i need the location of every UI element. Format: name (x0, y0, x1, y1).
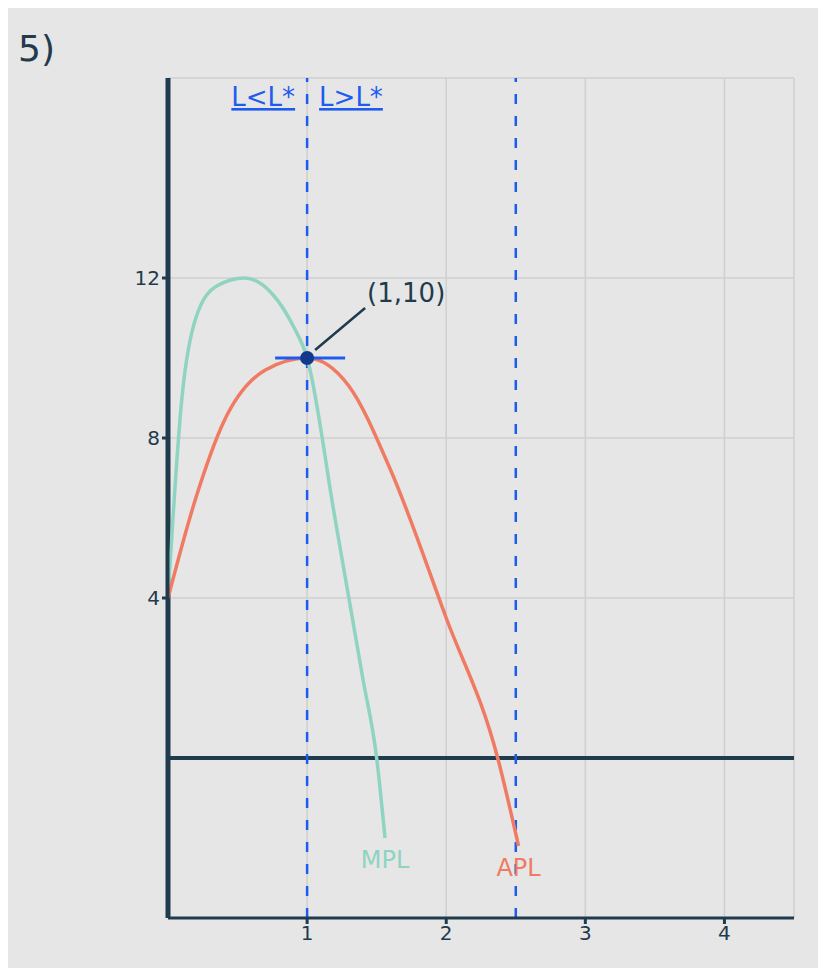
svg-text:3: 3 (579, 921, 592, 945)
svg-text:MPL: MPL (361, 846, 410, 874)
svg-text:(1,10): (1,10) (367, 278, 445, 308)
svg-text:12: 12 (135, 266, 160, 290)
svg-text:2: 2 (440, 921, 453, 945)
svg-text:L<L*: L<L* (231, 82, 295, 112)
svg-text:APL: APL (496, 854, 541, 882)
svg-text:L>L*: L>L* (319, 82, 383, 112)
svg-text:4: 4 (718, 921, 731, 945)
svg-text:4: 4 (147, 586, 160, 610)
svg-text:8: 8 (147, 426, 160, 450)
svg-text:1: 1 (301, 921, 314, 945)
html-text:5): 5) (18, 28, 55, 69)
